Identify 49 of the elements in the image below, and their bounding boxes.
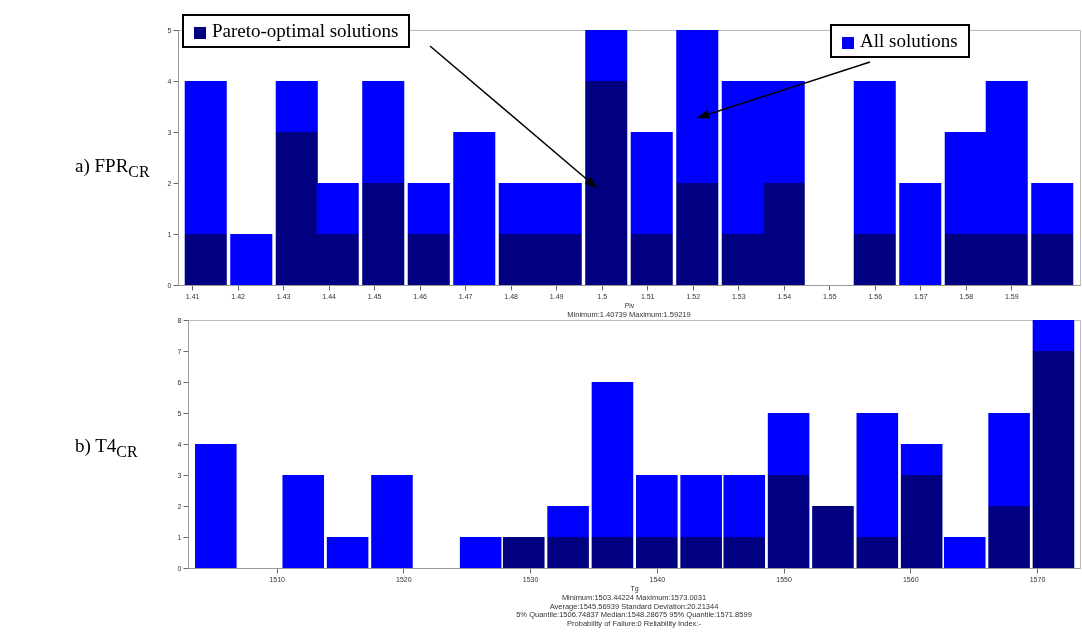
legend-label: Pareto-optimal solutions bbox=[212, 20, 399, 41]
bar bbox=[591, 382, 634, 537]
bar bbox=[547, 537, 589, 568]
bar bbox=[853, 81, 896, 234]
bar bbox=[453, 132, 496, 285]
bar bbox=[767, 475, 810, 568]
bar bbox=[275, 81, 318, 132]
bar bbox=[812, 506, 854, 568]
bar bbox=[195, 444, 237, 568]
bar bbox=[636, 537, 678, 568]
bar bbox=[362, 81, 405, 183]
bar bbox=[282, 475, 325, 568]
bar bbox=[856, 413, 899, 537]
bar bbox=[899, 183, 942, 285]
bar bbox=[547, 506, 589, 537]
bar bbox=[900, 475, 943, 568]
text: b) T4$_{CR}$ bbox=[75, 435, 138, 461]
bar bbox=[1032, 320, 1075, 351]
bar bbox=[676, 183, 719, 285]
bar bbox=[676, 30, 719, 183]
bar bbox=[407, 183, 450, 234]
text: a) FPR$_{CR}$ bbox=[75, 155, 150, 181]
bar bbox=[585, 81, 628, 285]
bar bbox=[943, 537, 986, 568]
bar bbox=[988, 506, 1030, 568]
bar bbox=[636, 475, 678, 537]
bar bbox=[1031, 234, 1074, 285]
bar bbox=[184, 81, 227, 234]
bar bbox=[230, 234, 273, 285]
bar bbox=[1032, 351, 1075, 568]
bar bbox=[630, 234, 673, 285]
bar bbox=[407, 234, 450, 285]
bar bbox=[900, 444, 943, 475]
bar bbox=[316, 183, 359, 234]
bar bbox=[459, 537, 502, 568]
bar bbox=[591, 537, 634, 568]
bar bbox=[988, 413, 1030, 506]
legend-label: All solutions bbox=[860, 30, 958, 51]
bar bbox=[326, 537, 369, 568]
bar bbox=[184, 234, 227, 285]
bar bbox=[856, 537, 899, 568]
bar bbox=[767, 413, 810, 475]
bar bbox=[1031, 183, 1074, 234]
bar bbox=[371, 475, 413, 568]
bar bbox=[630, 132, 673, 234]
bar bbox=[502, 537, 545, 568]
bar bbox=[362, 183, 405, 285]
bar bbox=[585, 30, 628, 81]
bar bbox=[853, 234, 896, 285]
